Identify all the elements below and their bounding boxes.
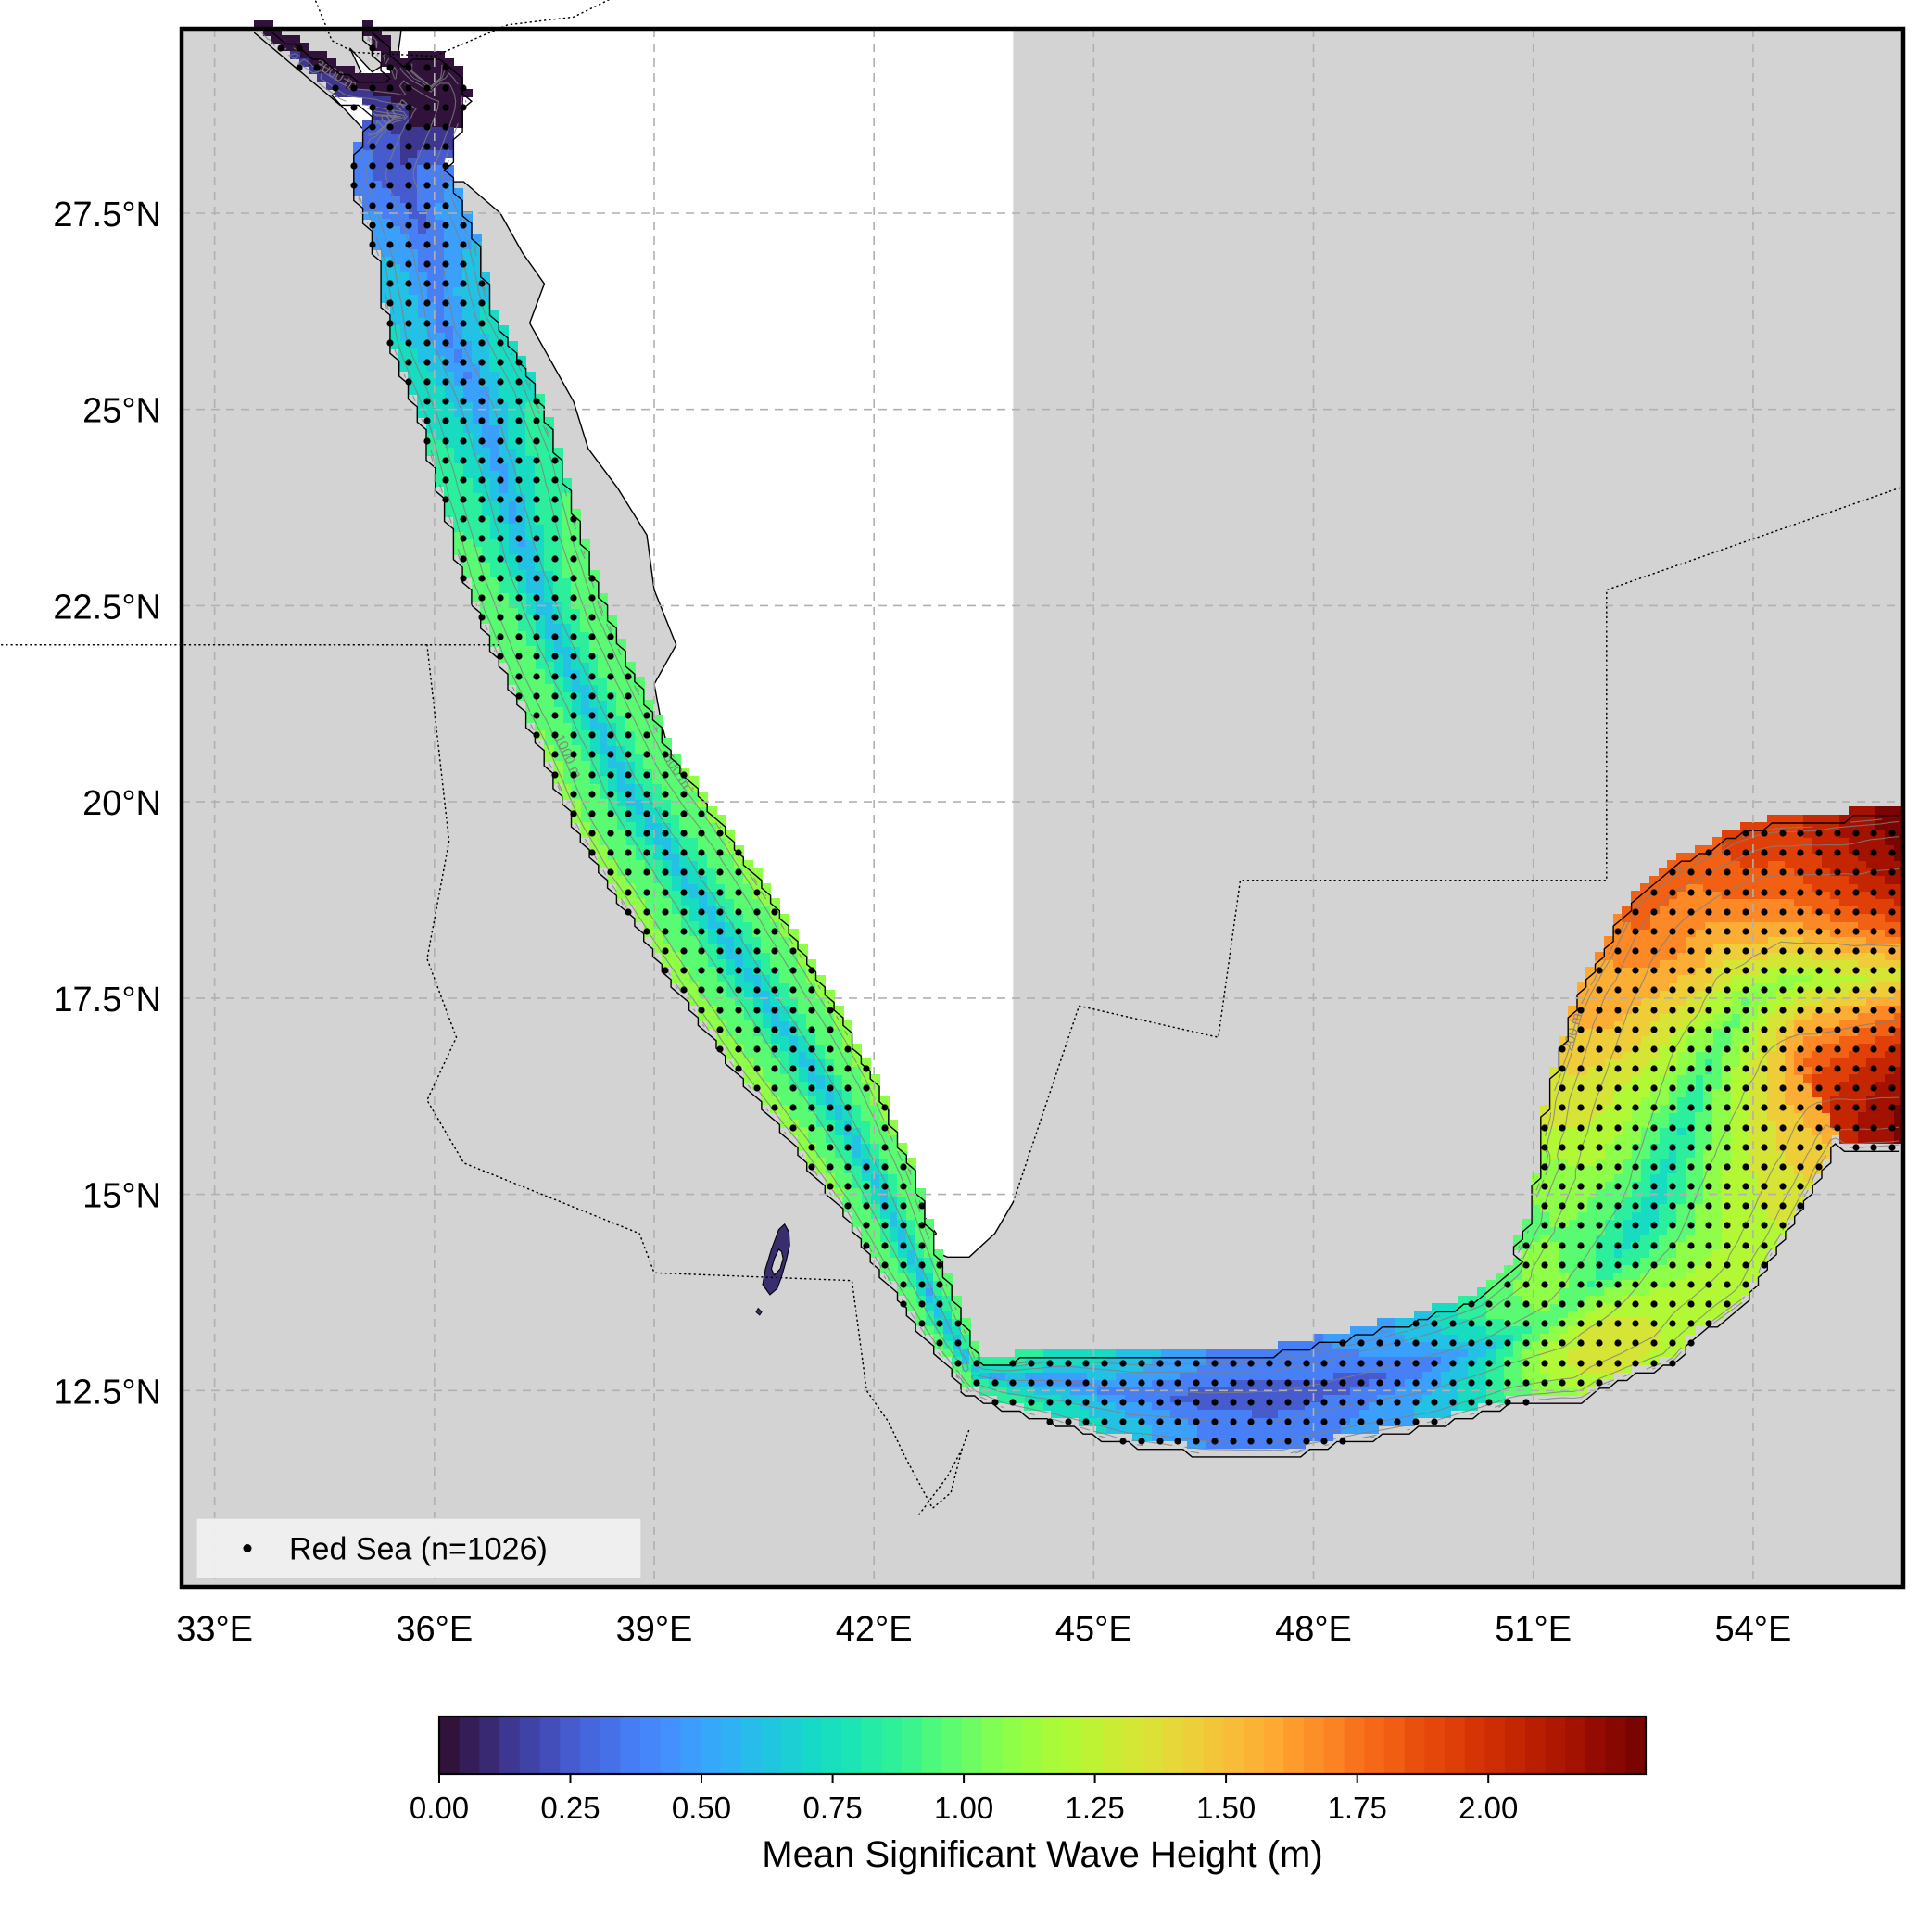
svg-text:0.00: 0.00: [410, 1791, 469, 1825]
svg-text:1.00: 1.00: [934, 1791, 993, 1825]
svg-text:1.50: 1.50: [1196, 1791, 1256, 1825]
svg-text:48°E: 48°E: [1275, 1610, 1352, 1649]
svg-text:45°E: 45°E: [1055, 1610, 1132, 1649]
svg-text:42°E: 42°E: [836, 1610, 913, 1649]
svg-text:17.5°N: 17.5°N: [53, 981, 161, 1020]
svg-text:12.5°N: 12.5°N: [53, 1373, 161, 1412]
svg-text:0.50: 0.50: [672, 1791, 731, 1825]
svg-text:1.75: 1.75: [1328, 1791, 1387, 1825]
svg-text:20°N: 20°N: [82, 784, 161, 823]
svg-text:2.00: 2.00: [1458, 1791, 1518, 1825]
svg-text:27.5°N: 27.5°N: [53, 196, 161, 234]
svg-text:15°N: 15°N: [82, 1177, 161, 1216]
svg-text:54°E: 54°E: [1714, 1610, 1791, 1649]
svg-text:25°N: 25°N: [82, 392, 161, 431]
svg-text:39°E: 39°E: [616, 1610, 693, 1649]
svg-text:Mean Significant Wave Height (: Mean Significant Wave Height (m): [762, 1834, 1322, 1875]
svg-text:Red Sea (n=1026): Red Sea (n=1026): [289, 1532, 548, 1567]
svg-text:36°E: 36°E: [396, 1610, 473, 1649]
svg-text:0.75: 0.75: [802, 1791, 862, 1825]
svg-text:51°E: 51°E: [1495, 1610, 1572, 1649]
svg-text:33°E: 33°E: [176, 1610, 253, 1649]
svg-text:0.25: 0.25: [540, 1791, 600, 1825]
svg-text:22.5°N: 22.5°N: [53, 588, 161, 627]
svg-text:1.25: 1.25: [1065, 1791, 1124, 1825]
